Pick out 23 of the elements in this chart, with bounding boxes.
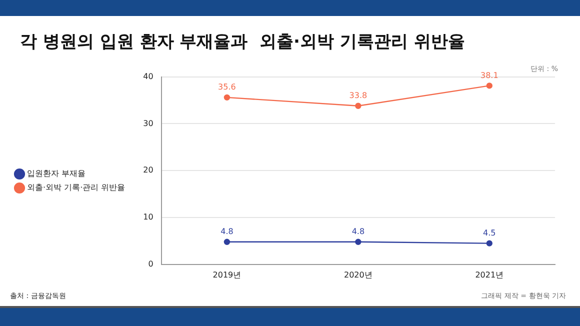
data-label: 33.8 [349,90,368,100]
x-tick-label: 2021년 [475,270,504,280]
point [355,238,362,245]
y-tick-label: 20 [143,166,154,175]
data-label: 4.8 [352,226,365,236]
point [224,238,230,245]
y-tick-label: 0 [148,259,154,268]
y-tick-label: 30 [143,118,154,128]
chart-title: 각 병원의 입원 환자 부재율과 외출·외박 기록관리 위반율 [20,31,465,53]
data-label: 38.1 [480,70,498,80]
point [486,240,492,246]
x-tick-label: 2020년 [344,270,372,280]
point [224,94,230,101]
x-tick-label: 2019년 [212,270,242,280]
point [355,102,362,109]
point [486,82,492,89]
y-tick-label: 40 [143,72,154,81]
data-label: 4.8 [220,226,234,236]
legend-label: 외출·외박 기록·관리 위반율 [27,183,126,192]
data-label: 35.6 [218,82,236,92]
data-label: 4.5 [483,228,496,238]
y-tick-label: 10 [143,212,154,222]
legend-label: 입원환자 부재율 [27,169,86,178]
